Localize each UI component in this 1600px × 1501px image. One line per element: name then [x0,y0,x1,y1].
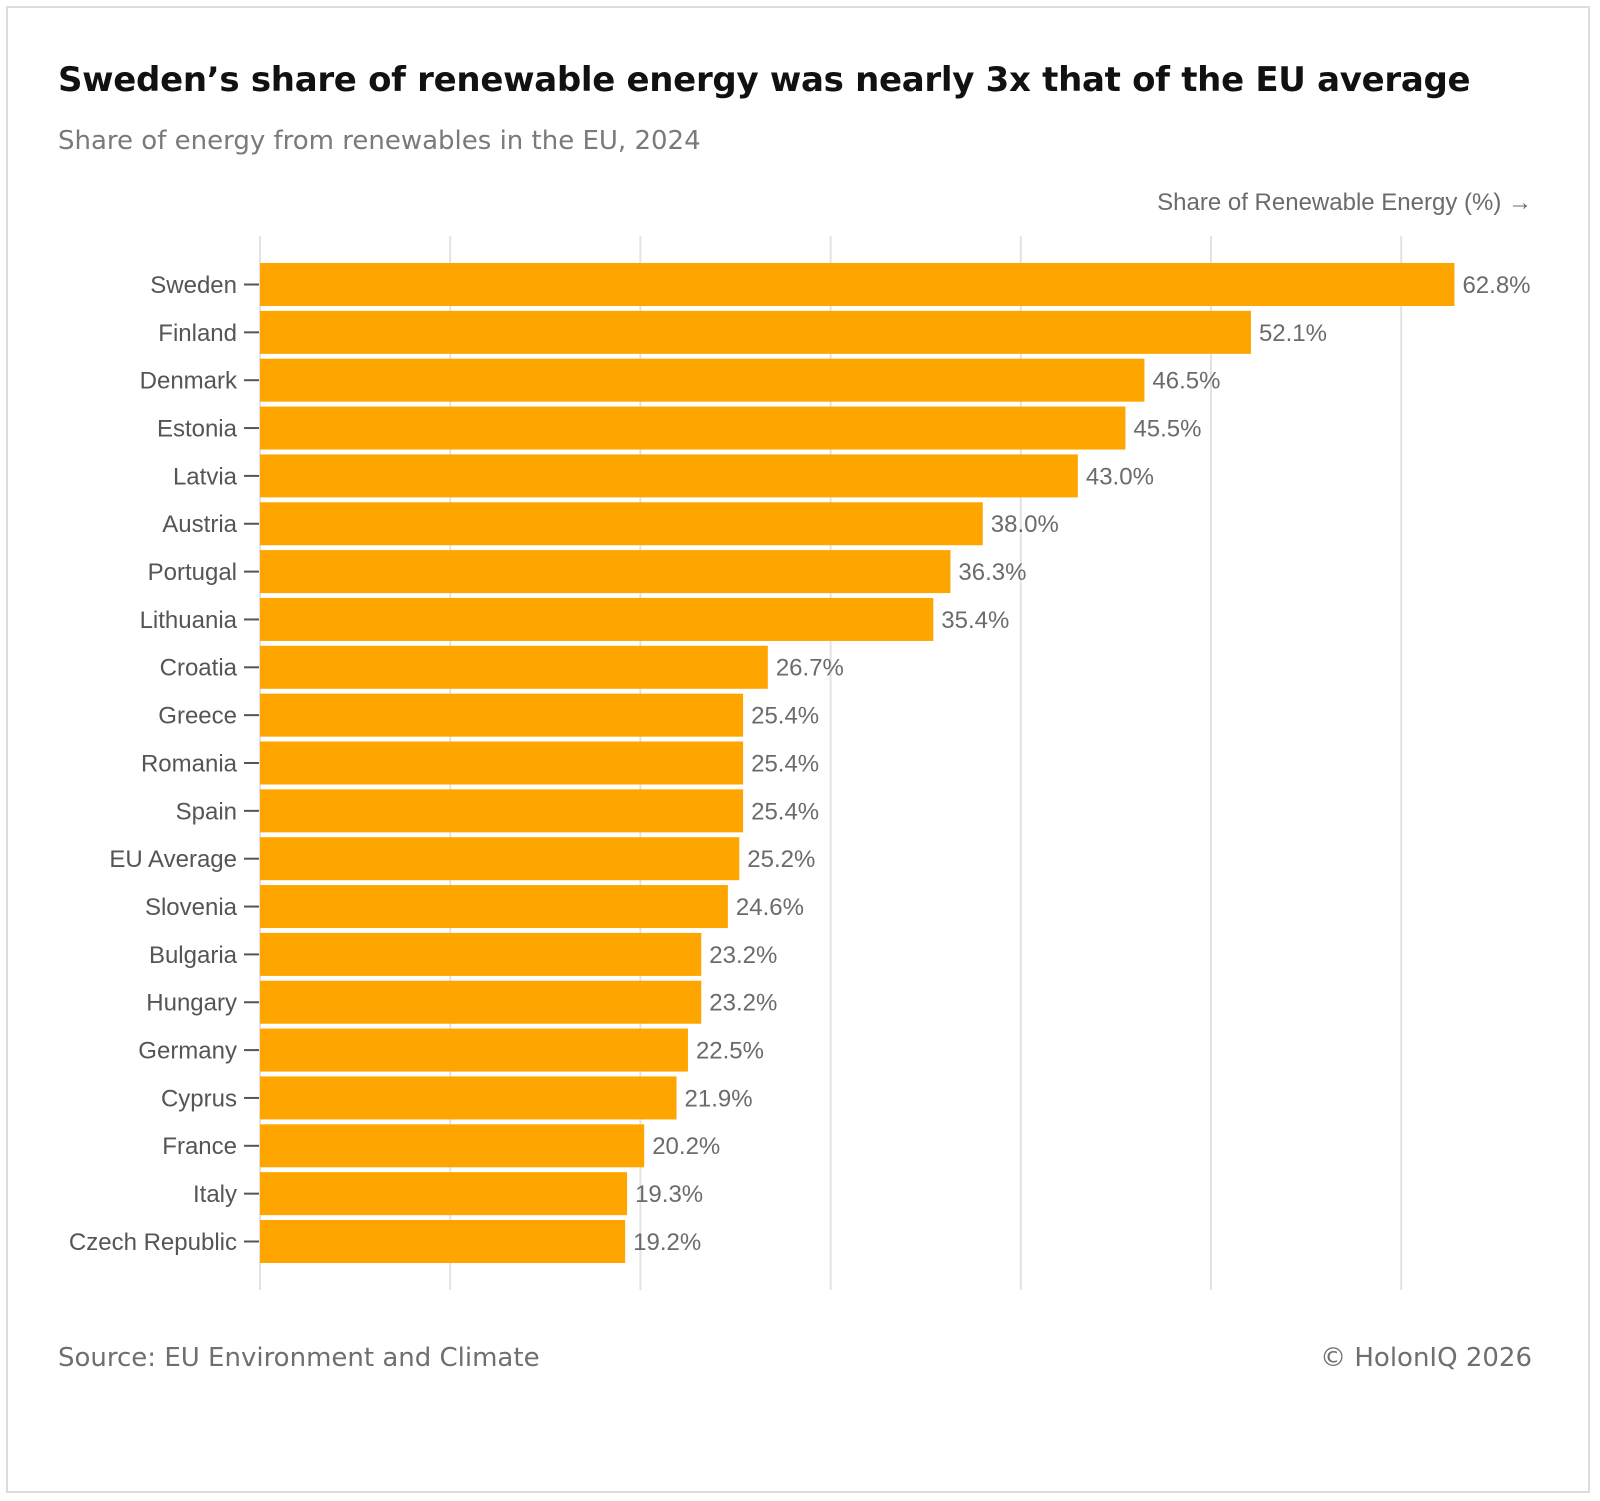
chart-subtitle: Share of energy from renewables in the E… [58,126,701,156]
category-label: Germany [138,1038,237,1065]
category-label: Cyprus [161,1085,237,1112]
category-label: EU Average [109,846,237,873]
data-label: 21.9% [685,1085,753,1112]
bar [260,550,951,594]
data-label: 19.2% [633,1229,701,1256]
data-label: 45.5% [1133,415,1201,442]
category-label: Greece [158,703,237,730]
category-label: France [162,1133,237,1160]
category-label: Portugal [148,559,237,586]
value-labels: 62.8% 52.1% 46.5% 45.5% 43.0% 38.0% 36.3% 35.4%… [633,272,1530,1256]
category-label: Sweden [150,272,237,299]
category-label: Estonia [157,415,238,442]
category-label: Hungary [146,990,237,1017]
category-label: Denmark [140,368,238,395]
category-label: Romania [141,750,238,777]
category-labels: Sweden Finland Denmark Estonia Latvia Austria… [69,272,238,1256]
category-label: Czech Republic [69,1229,237,1256]
bar [260,310,1251,354]
bar [260,693,744,737]
data-label: 25.4% [751,798,819,825]
data-label: 24.6% [736,894,804,921]
data-label: 22.5% [696,1038,764,1065]
chart-frame [6,6,1590,1493]
category-label: Slovenia [145,894,238,921]
data-label: 20.2% [652,1133,720,1160]
bar [260,1220,626,1263]
data-label: 36.3% [958,559,1026,586]
bar [260,263,1455,306]
data-label: 25.2% [747,846,815,873]
data-label: 23.2% [709,990,777,1017]
bar [260,454,1078,498]
data-label: 52.1% [1259,320,1327,347]
data-label: 25.4% [751,750,819,777]
data-label: 46.5% [1152,368,1220,395]
copyright-credit: © HolonIQ 2026 [1320,1343,1532,1373]
chart-title: Sweden’s share of renewable energy was n… [58,60,1471,100]
data-label: 38.0% [991,511,1059,538]
bar [260,502,983,546]
category-label: Bulgaria [149,942,238,969]
source-note: Source: EU Environment and Climate [58,1343,540,1373]
bar [260,406,1126,450]
category-label: Lithuania [140,607,238,634]
data-label: 26.7% [776,655,844,682]
bar [260,358,1145,402]
bar [260,597,934,641]
bar [260,932,702,976]
bar [260,645,768,689]
category-label: Austria [162,511,237,538]
category-label: Finland [158,320,237,347]
bar [260,837,740,881]
x-axis-title: Share of Renewable Energy (%) → [1157,189,1532,216]
bars [260,263,1455,1263]
category-label: Spain [176,798,237,825]
bar [260,1028,688,1072]
data-label: 19.3% [635,1181,703,1208]
bar [260,789,744,833]
data-label: 35.4% [941,607,1009,634]
data-label: 43.0% [1086,463,1154,490]
category-label: Latvia [173,463,238,490]
data-label: 62.8% [1462,272,1530,299]
bar [260,1172,628,1216]
category-label: Croatia [160,655,238,682]
category-ticks [244,283,259,1243]
bar [260,1076,677,1120]
bar [260,1124,645,1168]
data-label: 25.4% [751,703,819,730]
bar [260,980,702,1024]
data-label: 23.2% [709,942,777,969]
category-label: Italy [193,1181,237,1208]
bar [260,741,744,785]
bar [260,885,728,929]
